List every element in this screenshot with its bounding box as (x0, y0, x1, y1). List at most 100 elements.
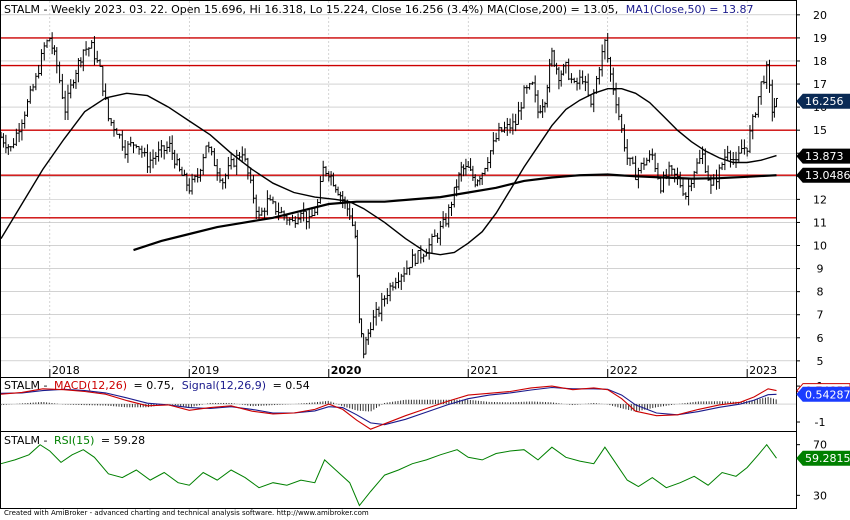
ohlc-bar (514, 113, 518, 132)
price-header-ma50: MA1(Close,50) = 13.87 (626, 3, 754, 16)
ohlc-bar (603, 39, 607, 60)
ohlc-bar (251, 175, 255, 204)
ohlc-bar (90, 40, 94, 49)
ohlc-bar (69, 79, 73, 99)
ohlc-bar (653, 152, 657, 173)
rsi-header-symbol: STALM - (4, 434, 47, 447)
value-tag-label: 13.0486 (805, 169, 850, 182)
ohlc-bar (698, 149, 702, 164)
ohlc-bar (324, 166, 328, 177)
ohlc-bar (447, 204, 451, 228)
ohlc-bar (620, 113, 624, 133)
ohlc-bar (505, 117, 509, 136)
ohlc-bar (494, 132, 498, 143)
ohlc-bar (12, 138, 16, 149)
ohlc-bar (497, 122, 501, 141)
ohlc-bar (229, 152, 233, 170)
ohlc-bar (754, 112, 758, 118)
ohlc-bar (394, 277, 398, 290)
macd-header-name: MACD(12,26) (54, 379, 127, 392)
ohlc-bar (611, 67, 615, 95)
ohlc-bar (210, 146, 214, 156)
y-tick-label: 20 (813, 9, 827, 22)
y-tick-label: 19 (813, 32, 827, 45)
price-header: STALM - Weekly 2023. 03. 22. Open 15.696… (4, 3, 753, 16)
rsi-y-tick-label: 30 (813, 489, 827, 502)
ohlc-bar (609, 56, 612, 82)
ohlc-bar (377, 306, 381, 317)
price-y-axis: 567891011121314151617181920 (796, 9, 827, 368)
ohlc-bar (232, 157, 236, 168)
ohlc-bar (756, 96, 760, 118)
ohlc-bar (115, 127, 119, 135)
ohlc-bar (628, 157, 632, 166)
macd-panel[interactable]: 1-1 STALM - MACD(12,26) = 0.75, Signal(1… (0, 377, 826, 432)
ohlc-bar (399, 273, 403, 290)
price-series (0, 32, 778, 359)
price-support-lines (1, 37, 796, 219)
ohlc-bar (689, 179, 693, 192)
ohlc-bar (187, 178, 191, 194)
ohlc-bar (304, 210, 308, 230)
ohlc-bar (441, 211, 445, 229)
value-tag: 13.873 (796, 148, 850, 164)
ohlc-bar (380, 292, 384, 322)
value-tag-box (796, 93, 850, 109)
ohlc-bar (226, 156, 230, 180)
ohlc-bar (695, 158, 699, 175)
ohlc-bar (480, 172, 484, 185)
ohlc-bar (408, 266, 412, 276)
ohlc-bar (123, 140, 127, 159)
ohlc-bar (279, 206, 283, 214)
rsi-panel[interactable]: 70 30 STALM - RSI(15) = 59.28 (0, 431, 828, 509)
ohlc-bar (129, 136, 133, 147)
ohlc-bar (508, 118, 512, 134)
ohlc-bar (528, 82, 532, 90)
ohlc-bar (151, 149, 155, 169)
ohlc-bar (737, 146, 741, 162)
ohlc-bar (726, 145, 730, 161)
ohlc-bar (413, 253, 417, 267)
ohlc-bar (148, 151, 152, 174)
ohlc-bar (66, 84, 70, 121)
ohlc-bar (575, 77, 579, 91)
ohlc-bar (20, 119, 24, 141)
ohlc-bar (165, 141, 169, 155)
ohlc-bar (215, 158, 219, 181)
ohlc-bar (92, 36, 96, 66)
ohlc-bar (581, 70, 585, 85)
ohlc-bar (257, 206, 261, 220)
price-header-dash: - (44, 3, 51, 16)
ohlc-bar (717, 164, 721, 189)
ohlc-bar (285, 213, 289, 225)
value-tag-box (796, 148, 850, 164)
ohlc-bar (271, 196, 275, 205)
ohlc-bar (218, 167, 222, 183)
ohlc-bar (45, 39, 49, 49)
x-tick-label: 2020 (331, 364, 362, 377)
ohlc-bar (530, 81, 534, 85)
ohlc-bar (371, 309, 375, 331)
value-tag: 16.256 (796, 93, 850, 109)
ohlc-bar (583, 75, 587, 92)
macd-header: STALM - MACD(12,26) = 0.75, Signal(12,26… (4, 379, 310, 392)
y-tick-label: 7 (817, 309, 824, 322)
ohlc-bar (751, 114, 755, 140)
ohlc-bar (101, 65, 105, 97)
ohlc-bar (23, 111, 27, 129)
x-tick-label: 2022 (610, 364, 638, 377)
x-tick-label: 2019 (191, 364, 219, 377)
ohlc-bar (503, 121, 506, 133)
rsi-series (0, 443, 777, 507)
ohlc-bar (288, 217, 292, 226)
ohlc-bar (246, 157, 250, 180)
ohlc-bar (118, 133, 122, 139)
ohlc-bar (162, 145, 166, 160)
ohlc-bar (564, 61, 568, 74)
ohlc-bar (745, 147, 749, 157)
ohlc-bar (307, 208, 311, 229)
ohlc-bar (684, 192, 688, 200)
ohlc-bar (391, 281, 395, 291)
ohlc-bar (639, 162, 643, 174)
